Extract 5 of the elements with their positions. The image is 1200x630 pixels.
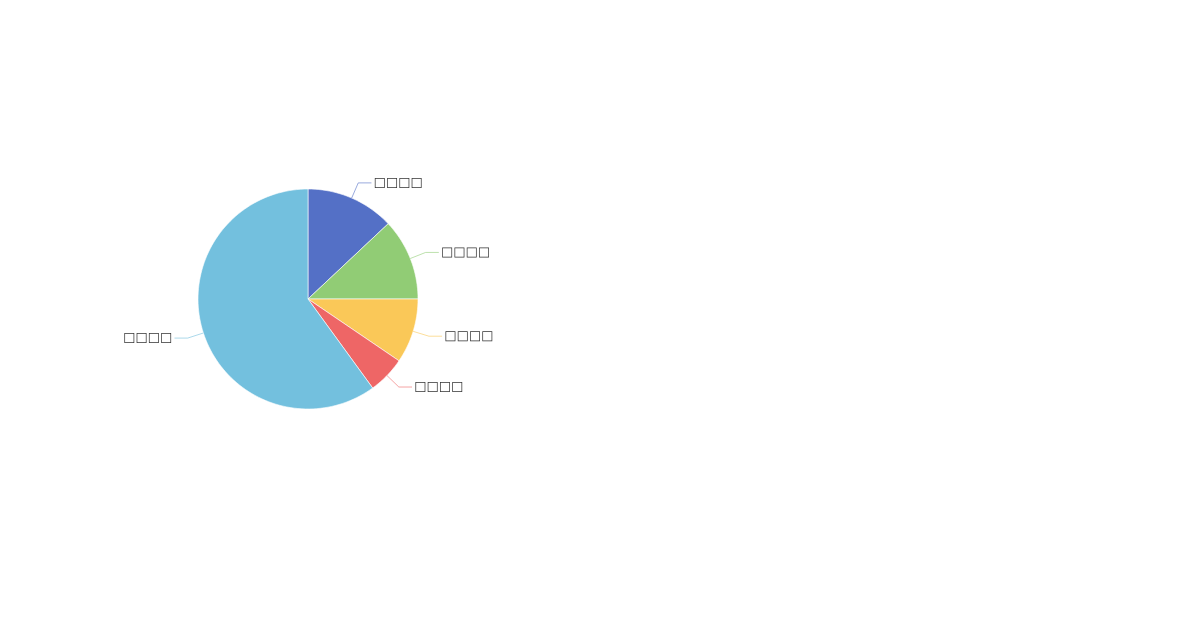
slice-label: □□□□ [415, 382, 463, 393]
slice-label: □□□□ [445, 331, 493, 342]
slice-label: □□□□ [442, 247, 489, 258]
slice-label: □□□□ [374, 177, 422, 188]
slice-label: □□□□ [124, 333, 172, 344]
